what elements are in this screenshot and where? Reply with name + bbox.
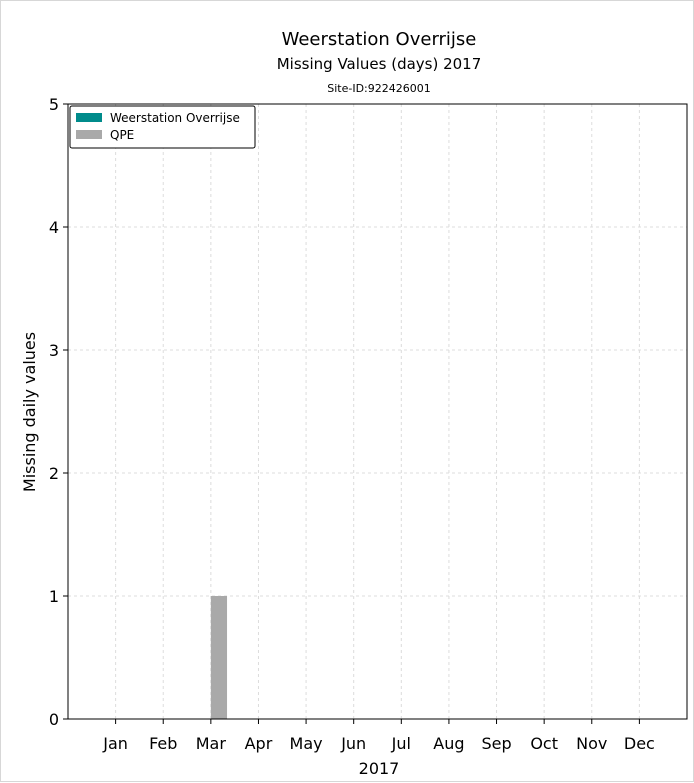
legend-swatch-station — [76, 113, 102, 122]
y-tick-label: 0 — [49, 710, 59, 729]
y-tick-label: 2 — [49, 464, 59, 483]
y-tick-label: 3 — [49, 341, 59, 360]
chart-subtitle: Missing Values (days) 2017 — [277, 55, 482, 73]
x-tick-label-jul: Jul — [391, 734, 411, 753]
x-tick-label-mar: Mar — [196, 734, 227, 753]
x-tick-label-sep: Sep — [481, 734, 511, 753]
legend-label-qpe: QPE — [110, 128, 134, 142]
legend-swatch-qpe — [76, 130, 102, 139]
x-tick-label-oct: Oct — [530, 734, 558, 753]
y-tick-label: 1 — [49, 587, 59, 606]
x-tick-label-apr: Apr — [245, 734, 273, 753]
x-tick-label-may: May — [290, 734, 323, 753]
x-tick-label-jun: Jun — [340, 734, 366, 753]
x-tick-label-aug: Aug — [433, 734, 464, 753]
x-axis-label: 2017 — [359, 759, 400, 778]
y-tick-label: 4 — [49, 218, 59, 237]
x-tick-label-feb: Feb — [149, 734, 177, 753]
x-tick-label-dec: Dec — [624, 734, 655, 753]
bar-qpe-mar — [210, 596, 228, 719]
legend-box — [69, 105, 256, 149]
chart-site-id: Site-ID:922426001 — [327, 82, 431, 95]
y-tick-label: 5 — [49, 95, 59, 114]
legend-label-station: Weerstation Overrijse — [110, 111, 240, 125]
plot-frame — [67, 103, 688, 720]
x-tick-label-nov: Nov — [576, 734, 607, 753]
y-axis-label: Missing daily values — [20, 332, 39, 492]
chart-title: Weerstation Overrijse — [282, 29, 477, 50]
x-tick-label-jan: Jan — [102, 734, 128, 753]
